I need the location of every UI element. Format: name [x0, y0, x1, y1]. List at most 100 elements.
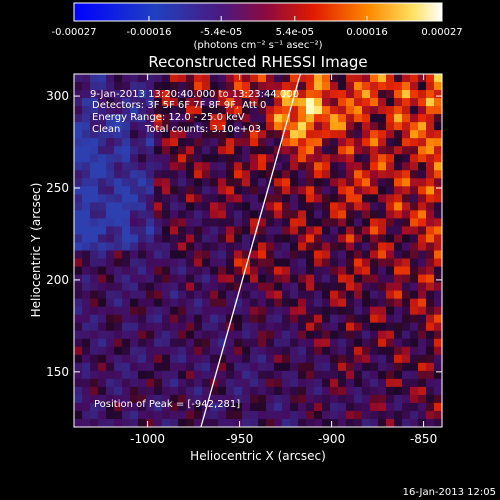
heatmap-cell — [210, 274, 219, 284]
y-axis-label: Heliocentric Y (arcsec) — [29, 183, 43, 318]
heatmap-cell — [322, 290, 331, 300]
heatmap-cell — [354, 378, 363, 388]
heatmap-cell — [370, 106, 379, 115]
heatmap-cell — [418, 234, 427, 243]
heatmap-cell — [314, 306, 323, 316]
heatmap-cell — [130, 314, 139, 324]
heatmap-cell — [298, 146, 307, 155]
heatmap-cell — [274, 242, 283, 251]
heatmap-cell — [178, 274, 187, 284]
heatmap-cell — [130, 170, 139, 179]
heatmap-cell — [330, 98, 339, 107]
heatmap-cell — [290, 354, 299, 364]
heatmap-cell — [298, 338, 307, 348]
plot-frame — [73, 73, 443, 428]
heatmap-cell — [218, 242, 227, 251]
heatmap-cell — [106, 114, 115, 123]
heatmap-cell — [338, 90, 347, 99]
heatmap-cell — [162, 258, 171, 268]
heatmap-cell — [106, 226, 115, 235]
heatmap-cell — [370, 322, 379, 332]
heatmap-cell — [386, 418, 395, 427]
heatmap-cell — [282, 242, 291, 251]
heatmap-cell — [98, 90, 107, 99]
heatmap-cell — [74, 154, 83, 163]
heatmap-cell — [298, 106, 307, 115]
heatmap-cell — [194, 378, 203, 388]
heatmap-cell — [402, 154, 411, 163]
heatmap-cell — [162, 274, 171, 284]
heatmap-cell — [98, 146, 107, 155]
heatmap-cell — [82, 330, 91, 340]
heatmap-cell — [130, 226, 139, 235]
heatmap-cell — [330, 402, 339, 412]
heatmap-cell — [186, 130, 195, 139]
heatmap-cell — [258, 130, 267, 139]
heatmap-cell — [242, 322, 251, 332]
heatmap-cell — [138, 346, 147, 356]
heatmap-cell — [122, 226, 131, 235]
heatmap-cell — [154, 322, 163, 332]
heatmap-cell — [250, 394, 259, 404]
heatmap-cell — [306, 290, 315, 300]
heatmap-cell — [394, 386, 403, 396]
heatmap-cell — [162, 130, 171, 139]
heatmap-cell — [338, 218, 347, 227]
heatmap-cell — [258, 218, 267, 227]
heatmap-cell — [258, 98, 267, 107]
heatmap-cell — [354, 218, 363, 227]
heatmap-cell — [114, 218, 123, 227]
heatmap-cell — [266, 122, 275, 131]
heatmap-cell — [266, 154, 275, 163]
heatmap-cell — [114, 106, 123, 115]
heatmap-cell — [314, 298, 323, 308]
heatmap-cell — [362, 162, 371, 171]
heatmap-cell — [330, 186, 339, 195]
heatmap-cell — [314, 74, 323, 83]
heatmap-cell — [370, 202, 379, 211]
heatmap-cell — [234, 266, 243, 276]
heatmap-cell — [434, 338, 442, 348]
heatmap-cell — [170, 370, 179, 380]
heatmap-cell — [410, 338, 419, 348]
heatmap-cell — [114, 146, 123, 155]
heatmap-cell — [402, 266, 411, 276]
heatmap-cell — [418, 338, 427, 348]
heatmap-cell — [170, 154, 179, 163]
heatmap-cell — [226, 162, 235, 171]
heatmap-cell — [242, 122, 251, 131]
heatmap-cell — [370, 338, 379, 348]
heatmap-cell — [330, 346, 339, 356]
heatmap-cell — [162, 122, 171, 131]
heatmap-cell — [242, 194, 251, 203]
heatmap-cell — [266, 314, 275, 324]
heatmap-cell — [362, 290, 371, 300]
heatmap-cell — [226, 386, 235, 396]
heatmap-cell — [130, 98, 139, 107]
heatmap-cell — [242, 338, 251, 348]
heatmap-cell — [370, 370, 379, 380]
heatmap-cell — [338, 202, 347, 211]
heatmap-cell — [74, 330, 83, 340]
heatmap-cell — [250, 242, 259, 251]
heatmap-cell — [242, 346, 251, 356]
heatmap-cell — [386, 306, 395, 316]
heatmap-cell — [410, 370, 419, 380]
heatmap-cell — [242, 386, 251, 396]
colorbar: -0.00027 -0.00016 -5.4e-05 5.4e-05 0.00016 0.… — [52, 2, 463, 51]
heatmap-cell — [210, 330, 219, 340]
heatmap-cell — [234, 194, 243, 203]
heatmap-cell — [226, 98, 235, 107]
heatmap-cell — [274, 354, 283, 364]
heatmap-cell — [130, 178, 139, 187]
heatmap-cell — [186, 210, 195, 219]
heatmap-cell — [314, 290, 323, 300]
heatmap-cell — [386, 138, 395, 147]
heatmap-cell — [122, 234, 131, 243]
heatmap-cell — [314, 138, 323, 147]
heatmap-cell — [186, 298, 195, 308]
heatmap-cell — [258, 266, 267, 276]
heatmap-cell — [314, 194, 323, 203]
heatmap-cell — [306, 362, 315, 372]
heatmap-cell — [410, 362, 419, 372]
